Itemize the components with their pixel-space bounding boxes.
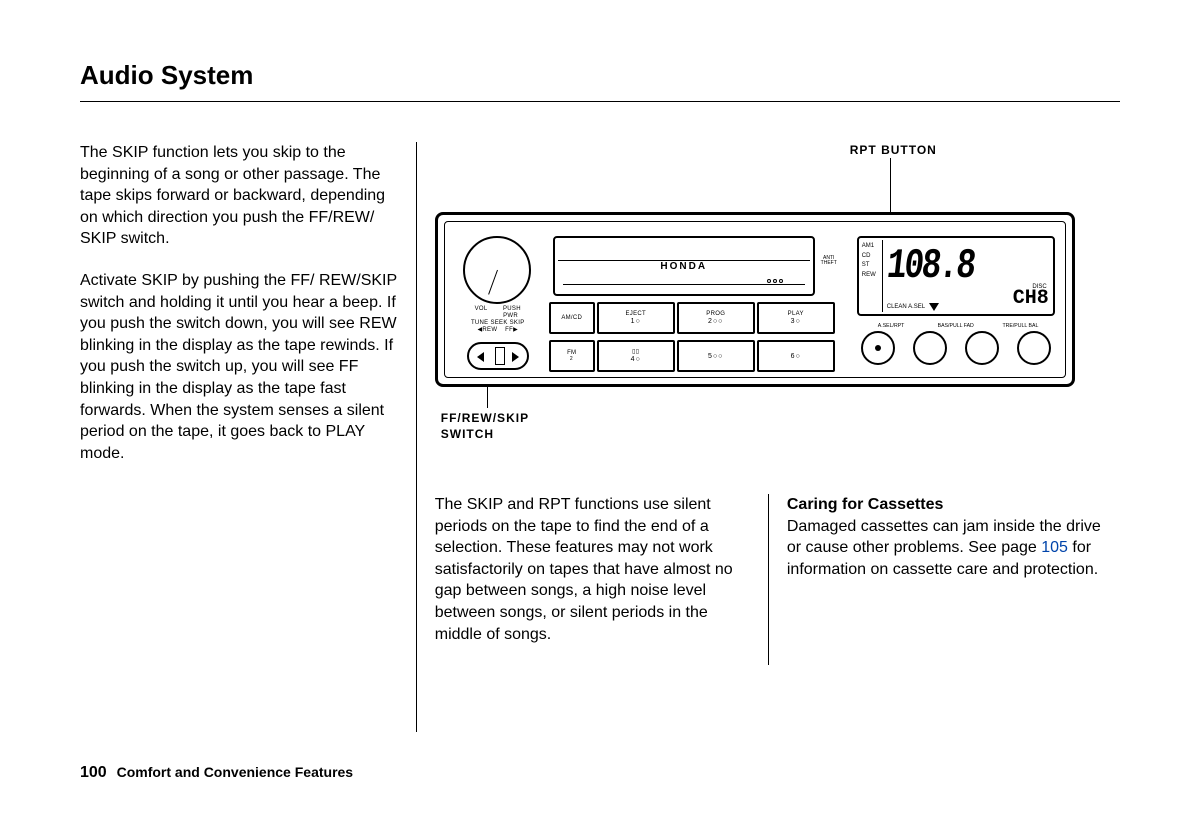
ff-rew-skip-switch <box>467 342 529 370</box>
lcd-frequency: 108.8 <box>884 238 977 295</box>
btn-preset-4: ▯▯ 4○ <box>597 340 675 372</box>
title-divider <box>80 101 1120 102</box>
section-name: Comfort and Convenience Features <box>117 764 354 780</box>
callout-skip-switch: FF/REW/SKIP SWITCH <box>441 410 529 442</box>
page-title: Audio System <box>80 60 1120 91</box>
lcd-mode-column: AM1 CD ST REW <box>861 240 883 312</box>
callout-skip-l1: FF/REW/SKIP <box>441 411 529 425</box>
column-2: RPT BUTTON FF/REW/SKIP SWITCH VOL PUSH P… <box>435 142 1120 732</box>
knob-strip: A.SEL/RPT BAS/PULL FAD TRE/PULL BAL <box>857 324 1055 374</box>
content-columns: The SKIP function lets you skip to the b… <box>80 142 1120 732</box>
rpt-button-knob <box>861 331 895 365</box>
col3-para: Caring for Cassettes Damaged cassettes c… <box>787 494 1102 580</box>
radio-diagram: RPT BUTTON FF/REW/SKIP SWITCH VOL PUSH P… <box>435 142 1075 472</box>
volume-labels: VOL PUSH PWR TUNE SEEK SKIP ◀REW FF▶ <box>459 306 537 334</box>
col3-text: Caring for Cassettes Damaged cassettes c… <box>769 494 1102 665</box>
triangle-down-icon <box>929 303 939 311</box>
btn-fm: FM 2 <box>549 340 595 372</box>
page-number: 100 <box>80 764 107 781</box>
rocker-center <box>495 347 505 365</box>
bass-knob <box>913 331 947 365</box>
col1-para-2: Activate SKIP by pushing the FF/ REW/SKI… <box>80 270 398 464</box>
cassette-trim <box>558 241 810 261</box>
callout-rpt-button: RPT BUTTON <box>850 142 937 158</box>
balance-knob <box>1017 331 1051 365</box>
lcd-indicators: CLEAN A.SEL <box>887 303 939 311</box>
btn-play-3: PLAY 3○ <box>757 302 835 334</box>
small-knobs-row <box>857 331 1055 365</box>
btn-preset-6: 6○ <box>757 340 835 372</box>
page-link-105[interactable]: 105 <box>1041 539 1068 556</box>
col1-para-1: The SKIP function lets you skip to the b… <box>80 142 398 250</box>
col2-text: The SKIP and RPT functions use silent pe… <box>435 494 769 665</box>
btn-prog-2: PROG 2○○ <box>677 302 755 334</box>
anti-theft-label: ANTI THEFT <box>817 256 841 266</box>
button-row-1: AM/CD EJECT 1○ PROG 2○○ PLAY 3○ <box>549 302 835 334</box>
button-row-2: FM 2 ▯▯ 4○ 5○○ 6○ <box>549 340 835 372</box>
cassette-slot: HONDA ANTI THEFT <box>553 236 815 296</box>
btn-eject-1: EJECT 1○ <box>597 302 675 334</box>
col2-para-1: The SKIP and RPT functions use silent pe… <box>435 494 750 645</box>
btn-am-cd: AM/CD <box>549 302 595 334</box>
btn-preset-5: 5○○ <box>677 340 755 372</box>
radio-inner-frame: VOL PUSH PWR TUNE SEEK SKIP ◀REW FF▶ HON… <box>444 221 1066 378</box>
treble-knob <box>965 331 999 365</box>
lcd-channel: CH8 <box>1013 285 1049 312</box>
col3-heading: Caring for Cassettes <box>787 496 944 513</box>
radio-faceplate: VOL PUSH PWR TUNE SEEK SKIP ◀REW FF▶ HON… <box>435 212 1075 387</box>
knob-labels: A.SEL/RPT BAS/PULL FAD TRE/PULL BAL <box>857 324 1055 329</box>
page-footer: 100 Comfort and Convenience Features <box>80 764 353 782</box>
lcd-display: AM1 CD ST REW 108.8 CLEAN A.SEL DISC CH8 <box>857 236 1055 316</box>
callout-skip-l2: SWITCH <box>441 427 494 441</box>
volume-knob <box>463 236 531 304</box>
lower-text-row: The SKIP and RPT functions use silent pe… <box>435 494 1102 665</box>
column-1: The SKIP function lets you skip to the b… <box>80 142 417 732</box>
cassette-bar <box>563 284 805 291</box>
cassette-indicator-dots <box>767 268 789 274</box>
